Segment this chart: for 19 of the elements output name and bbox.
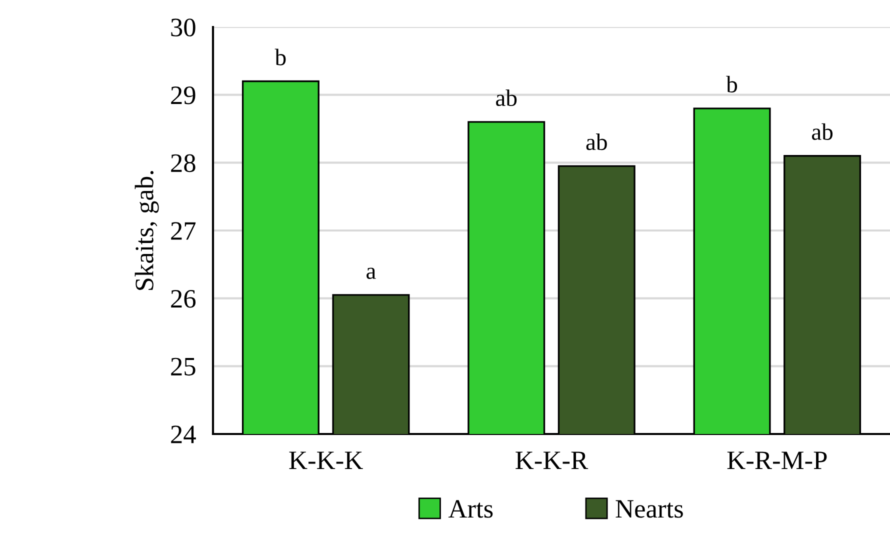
y-tick-label: 30 — [171, 18, 196, 36]
y-tick-label: 28 — [171, 154, 196, 172]
legend-label: Nearts — [616, 500, 683, 518]
data-label: ab — [812, 123, 833, 140]
y-tick-label: 26 — [171, 290, 196, 308]
y-axis-title: Skaits, gab. — [134, 171, 159, 290]
y-tick-label: 24 — [171, 426, 196, 444]
x-tick-label: K-K-K — [289, 452, 363, 469]
data-label: ab — [496, 89, 517, 106]
data-label: b — [274, 48, 286, 66]
data-label: a — [366, 268, 376, 280]
data-label: ab — [586, 134, 607, 150]
y-tick-label: 29 — [171, 86, 196, 104]
x-tick-label: K-R-M-P — [727, 452, 827, 469]
y-tick-label: 25 — [171, 358, 196, 376]
legend-label: Arts — [448, 500, 493, 518]
x-tick-label: K-K-R — [516, 452, 588, 469]
data-label: b — [726, 76, 738, 92]
y-tick-label: 27 — [171, 222, 196, 240]
